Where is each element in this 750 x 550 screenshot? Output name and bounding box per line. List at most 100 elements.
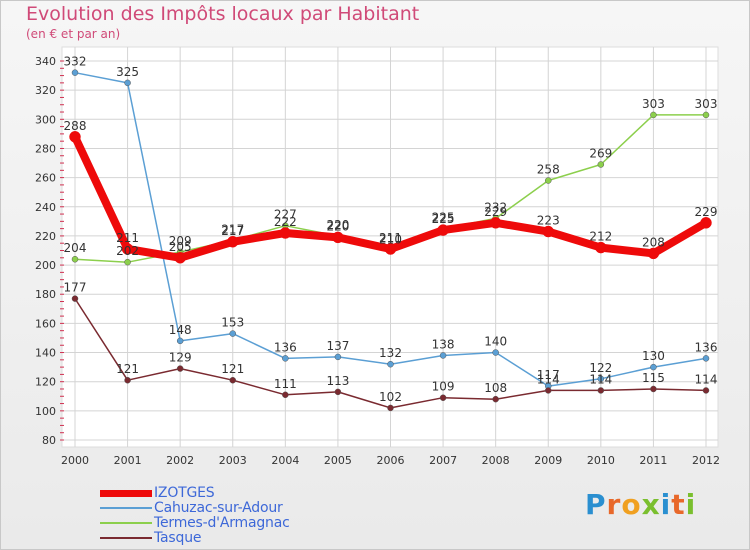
data-point-tasque xyxy=(545,387,552,394)
data-point-izotges xyxy=(700,217,712,229)
y-tick-label: 260 xyxy=(35,172,56,185)
data-label-tasque: 114 xyxy=(695,372,718,386)
data-point-izotges xyxy=(489,217,502,229)
data-label-tasque: 121 xyxy=(221,362,244,376)
data-label-cahuzac-sur-adour: 130 xyxy=(642,349,665,363)
proxiti-logo: Proxiti xyxy=(585,488,696,521)
y-tick-label: 120 xyxy=(35,376,56,389)
logo-letter: t xyxy=(671,488,686,521)
data-label-termes-d-armagnac: 217 xyxy=(221,222,244,236)
data-label-izotges: 229 xyxy=(484,205,507,219)
chart-title: Evolution des Impôts locaux par Habitant xyxy=(26,3,420,25)
logo-letter: r xyxy=(606,488,622,521)
data-label-termes-d-armagnac: 220 xyxy=(326,218,349,232)
data-point-cahuzac-sur-adour xyxy=(597,375,605,383)
data-label-tasque: 115 xyxy=(642,371,665,385)
x-tick-label: 2001 xyxy=(114,454,142,467)
data-label-cahuzac-sur-adour: 137 xyxy=(326,339,349,353)
data-label-tasque: 129 xyxy=(169,351,192,365)
y-tick-label: 340 xyxy=(35,55,56,68)
y-tick-label: 300 xyxy=(35,113,56,126)
data-label-tasque: 108 xyxy=(484,381,507,395)
data-label-cahuzac-sur-adour: 136 xyxy=(274,340,297,354)
data-point-tasque xyxy=(334,388,342,396)
data-point-cahuzac-sur-adour xyxy=(439,352,447,359)
y-tick-label: 140 xyxy=(35,347,56,360)
data-point-izotges xyxy=(174,252,186,264)
legend-label-termes-d-armagnac: Termes-d'Armagnac xyxy=(154,515,290,531)
data-point-termes-d-armagnac xyxy=(545,177,552,184)
data-point-tasque xyxy=(650,385,657,393)
data-label-tasque: 111 xyxy=(274,377,297,391)
legend-swatch-izotges xyxy=(100,489,152,497)
data-label-izotges: 217 xyxy=(221,224,244,238)
legend-label-cahuzac-sur-adour: Cahuzac-sur-Adour xyxy=(154,500,283,516)
data-label-cahuzac-sur-adour: 148 xyxy=(169,323,192,337)
data-point-termes-d-armagnac xyxy=(124,258,131,266)
x-tick-label: 2004 xyxy=(271,454,299,467)
data-point-cahuzac-sur-adour xyxy=(124,79,131,87)
data-label-izotges: 288 xyxy=(64,119,87,133)
data-point-izotges xyxy=(384,243,397,255)
data-label-izotges: 211 xyxy=(116,231,139,245)
logo-letter: x xyxy=(641,488,661,521)
data-label-cahuzac-sur-adour: 153 xyxy=(221,316,244,330)
data-point-cahuzac-sur-adour xyxy=(176,337,184,345)
data-label-cahuzac-sur-adour: 325 xyxy=(116,65,139,79)
data-point-cahuzac-sur-adour xyxy=(492,349,499,356)
data-point-cahuzac-sur-adour xyxy=(282,355,289,362)
x-tick-label: 2009 xyxy=(534,454,562,467)
chart-subtitle: (en € et par an) xyxy=(26,27,121,41)
data-label-cahuzac-sur-adour: 117 xyxy=(537,368,560,382)
legend-swatch-termes-d-armagnac xyxy=(100,522,152,524)
x-tick-label: 2008 xyxy=(482,454,510,467)
data-label-termes-d-armagnac: 225 xyxy=(432,211,455,225)
data-label-termes-d-armagnac: 258 xyxy=(537,163,560,177)
logo-letter: i xyxy=(685,488,697,521)
data-label-cahuzac-sur-adour: 138 xyxy=(432,337,455,351)
x-tick-label: 2006 xyxy=(377,454,405,467)
data-point-izotges xyxy=(69,131,81,143)
y-tick-label: 160 xyxy=(35,317,56,330)
data-label-termes-d-armagnac: 209 xyxy=(169,234,192,248)
legend-swatch-tasque xyxy=(100,537,152,539)
data-label-tasque: 109 xyxy=(432,380,455,394)
logo-letter: o xyxy=(621,488,642,521)
x-tick-label: 2010 xyxy=(587,454,615,467)
data-point-izotges xyxy=(227,236,239,248)
data-label-cahuzac-sur-adour: 122 xyxy=(589,361,612,375)
logo-letter: i xyxy=(660,488,672,521)
x-tick-label: 2000 xyxy=(61,454,89,467)
data-point-tasque xyxy=(439,394,447,401)
data-label-cahuzac-sur-adour: 136 xyxy=(695,340,718,354)
data-label-izotges: 211 xyxy=(379,231,402,245)
data-point-izotges xyxy=(542,225,554,238)
x-tick-label: 2012 xyxy=(692,454,720,467)
data-label-izotges: 212 xyxy=(589,230,612,244)
data-point-termes-d-armagnac xyxy=(597,161,605,168)
data-point-tasque xyxy=(492,395,499,403)
y-tick-label: 280 xyxy=(35,142,56,155)
data-point-tasque xyxy=(282,391,289,399)
legend-swatch-cahuzac-sur-adour xyxy=(100,507,152,509)
data-point-termes-d-armagnac xyxy=(650,111,657,119)
data-label-cahuzac-sur-adour: 332 xyxy=(64,55,87,69)
data-label-izotges: 223 xyxy=(537,214,560,228)
data-point-tasque xyxy=(71,295,79,302)
data-label-tasque: 114 xyxy=(537,372,560,386)
legend-label-izotges: IZOTGES xyxy=(154,485,215,501)
data-label-termes-d-armagnac: 227 xyxy=(274,208,297,222)
data-label-termes-d-armagnac: 232 xyxy=(484,200,507,214)
data-point-tasque xyxy=(124,376,131,384)
data-label-izotges: 222 xyxy=(274,215,297,229)
data-label-cahuzac-sur-adour: 132 xyxy=(379,346,402,360)
data-point-izotges xyxy=(595,241,607,254)
data-label-tasque: 121 xyxy=(116,362,139,376)
y-tick-label: 240 xyxy=(35,201,56,214)
data-point-tasque xyxy=(702,387,710,394)
data-label-izotges: 220 xyxy=(326,219,349,233)
data-point-cahuzac-sur-adour xyxy=(387,360,394,368)
data-point-termes-d-armagnac xyxy=(71,255,79,263)
x-tick-label: 2002 xyxy=(166,454,194,467)
x-tick-label: 2005 xyxy=(324,454,352,467)
